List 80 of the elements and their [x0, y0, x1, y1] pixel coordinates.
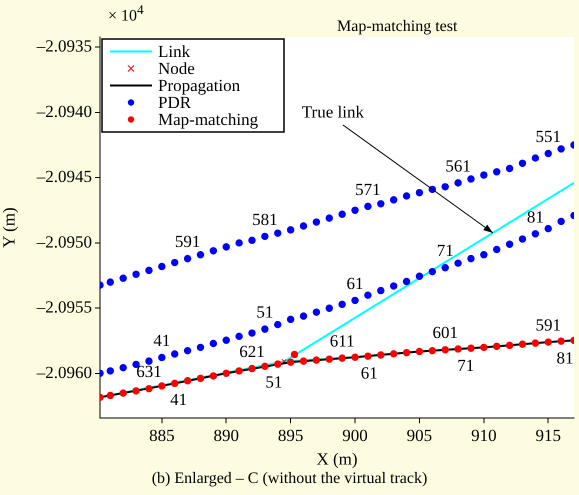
- annotation: 601: [432, 323, 458, 342]
- point: [338, 354, 346, 362]
- y-tick-label: –2.0950: [36, 232, 92, 252]
- point: [557, 337, 565, 345]
- annotation: 621: [239, 342, 265, 362]
- point: [248, 364, 256, 372]
- annotation: 81: [556, 348, 574, 368]
- point: [416, 348, 424, 356]
- point: [290, 350, 298, 358]
- point: [300, 357, 308, 365]
- annotation: 551: [535, 126, 561, 146]
- point: [235, 367, 243, 375]
- point: [171, 380, 178, 388]
- x-tick-label: 885: [149, 426, 175, 445]
- annotation: 71: [436, 241, 454, 260]
- point: [312, 356, 320, 364]
- annotation: 631: [136, 362, 162, 382]
- annotation: 611: [330, 332, 355, 351]
- point: [145, 384, 153, 392]
- y-tick-label: –2.0945: [36, 167, 92, 186]
- point: [326, 355, 333, 363]
- annotation: 591: [174, 232, 200, 252]
- annotation: 51: [265, 372, 282, 392]
- annotation: 71: [457, 356, 474, 376]
- point: [106, 392, 114, 400]
- annotation: True link: [302, 102, 364, 122]
- annotation: 61: [360, 363, 378, 382]
- x-tick-label: 895: [278, 426, 304, 445]
- point: [493, 342, 500, 350]
- point: [544, 338, 552, 346]
- point: [402, 348, 410, 356]
- point: [274, 360, 282, 368]
- x-tick-label: 910: [471, 426, 497, 445]
- point: [428, 346, 436, 354]
- point: [286, 358, 294, 366]
- y-tick-label: –2.0940: [36, 102, 92, 121]
- point: [377, 351, 384, 359]
- point: [351, 354, 359, 361]
- text: (b) Enlarged – C (without the virtual track): [150, 470, 428, 488]
- point: [441, 346, 449, 354]
- x-axis-title: X (m): [316, 449, 358, 468]
- x-tick-label: 905: [406, 426, 432, 445]
- point: [119, 389, 127, 397]
- point: [184, 377, 192, 384]
- legend-label: Node: [158, 58, 195, 78]
- point: [158, 382, 166, 390]
- annotation: 61: [346, 274, 364, 293]
- point: [132, 387, 140, 395]
- point: [467, 344, 475, 352]
- text: × 10$^{4}$: [108, 2, 144, 26]
- point: [222, 370, 230, 377]
- point: [506, 342, 514, 350]
- annotation: 51: [256, 302, 274, 322]
- annotation: 581: [252, 210, 278, 229]
- point: [454, 345, 462, 353]
- point: [390, 350, 398, 358]
- annotation: 571: [355, 180, 381, 199]
- legend-label: Link: [158, 42, 191, 61]
- point: [210, 372, 218, 380]
- point: [480, 344, 488, 352]
- point: [364, 352, 372, 360]
- point: [196, 374, 204, 382]
- point: [261, 362, 269, 370]
- annotation: 41: [153, 330, 170, 350]
- annotation: 81: [526, 207, 544, 226]
- y-tick-label: –2.0935: [36, 36, 92, 56]
- point: [532, 339, 540, 347]
- annotation: 41: [170, 390, 188, 410]
- x-tick-label: 900: [342, 426, 368, 445]
- y-axis-title: Y (m): [0, 207, 19, 248]
- x-tick-label: 890: [213, 426, 239, 445]
- point: [518, 340, 526, 348]
- chart-title: Map-matching test: [337, 18, 458, 35]
- annotation: 561: [445, 156, 471, 176]
- y-tick-label: –2.0960: [36, 363, 92, 382]
- legend-label: Map-matching: [158, 110, 259, 129]
- y-tick-label: –2.0955: [36, 298, 92, 317]
- annotation: 591: [535, 316, 561, 335]
- x-tick-label: 915: [535, 426, 561, 445]
- legend-label: Propagation: [158, 76, 241, 95]
